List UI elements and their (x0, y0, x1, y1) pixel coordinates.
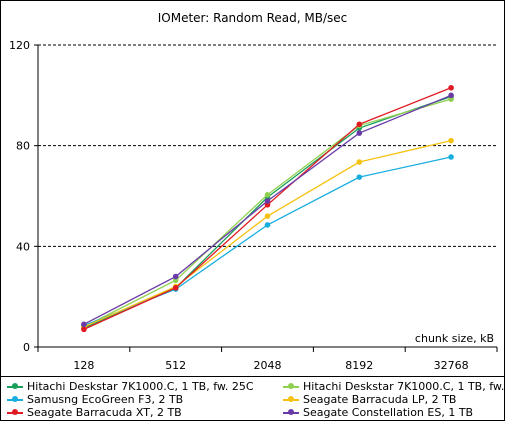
data-point (356, 159, 363, 165)
x-tick-label: 512 (165, 359, 186, 372)
data-point (264, 198, 271, 204)
data-point (356, 130, 363, 136)
data-point (264, 222, 271, 228)
data-point (448, 84, 454, 91)
series-line (83, 87, 452, 330)
axes (34, 44, 498, 352)
data-point (264, 213, 271, 219)
data-point (448, 92, 454, 99)
data-point (81, 321, 87, 328)
data-point (172, 285, 179, 291)
series-group (81, 84, 454, 333)
legend: Hitachi Deskstar 7K1000.C, 1 TB, fw. 25C… (1, 376, 505, 421)
chart-title: IOMeter: Random Read, MB/sec (157, 11, 348, 25)
legend-swatch (283, 395, 299, 404)
series-line (83, 156, 452, 327)
series-1 (81, 93, 454, 331)
legend-label: Samusng EcoGreen F3, 2 TB (27, 393, 184, 406)
legend-swatch (7, 395, 23, 404)
x-tick-label: 2048 (254, 359, 282, 372)
y-tick-labels: 0 40 80 120 (9, 39, 30, 354)
y-tick-label: 0 (23, 341, 30, 354)
series-6 (81, 92, 454, 328)
legend-swatch (7, 408, 23, 417)
legend-label: Seagate Barracuda LP, 2 TB (303, 393, 457, 406)
x-tick-label: 128 (73, 359, 94, 372)
data-point (172, 273, 179, 280)
legend-label: Hitachi Deskstar 7K1000.C, 1 TB, fw. 25C (27, 380, 254, 393)
data-point (81, 326, 87, 333)
legend-label: Seagate Barracuda XT, 2 TB (27, 406, 182, 419)
x-tick-labels: 128 512 2048 8192 32768 (73, 359, 468, 372)
data-point (264, 191, 271, 198)
series-line (83, 95, 452, 329)
data-point (448, 137, 454, 144)
series-2 (81, 96, 454, 330)
data-point (356, 121, 363, 128)
x-tick-label: 32768 (434, 359, 469, 372)
data-point (356, 174, 363, 180)
series-5 (81, 84, 454, 333)
x-axis-label: chunk size, kB (415, 332, 494, 345)
series-3 (81, 154, 454, 329)
legend-swatch (283, 408, 299, 417)
grid-lines (38, 44, 497, 247)
legend-swatch (283, 382, 299, 391)
series-line (83, 98, 452, 328)
legend-label: Hitachi Deskstar 7K1000.C, 1 TB, fw. 3EA (303, 380, 505, 393)
data-point (448, 154, 454, 160)
x-tick-label: 8192 (345, 359, 373, 372)
series-line (83, 94, 452, 325)
y-tick-label: 120 (9, 39, 30, 52)
series-4 (81, 137, 454, 330)
legend-swatch (7, 382, 23, 391)
legend-label: Seagate Constellation ES, 1 TB (303, 406, 474, 419)
y-tick-label: 40 (16, 240, 30, 253)
y-tick-label: 80 (16, 140, 30, 153)
